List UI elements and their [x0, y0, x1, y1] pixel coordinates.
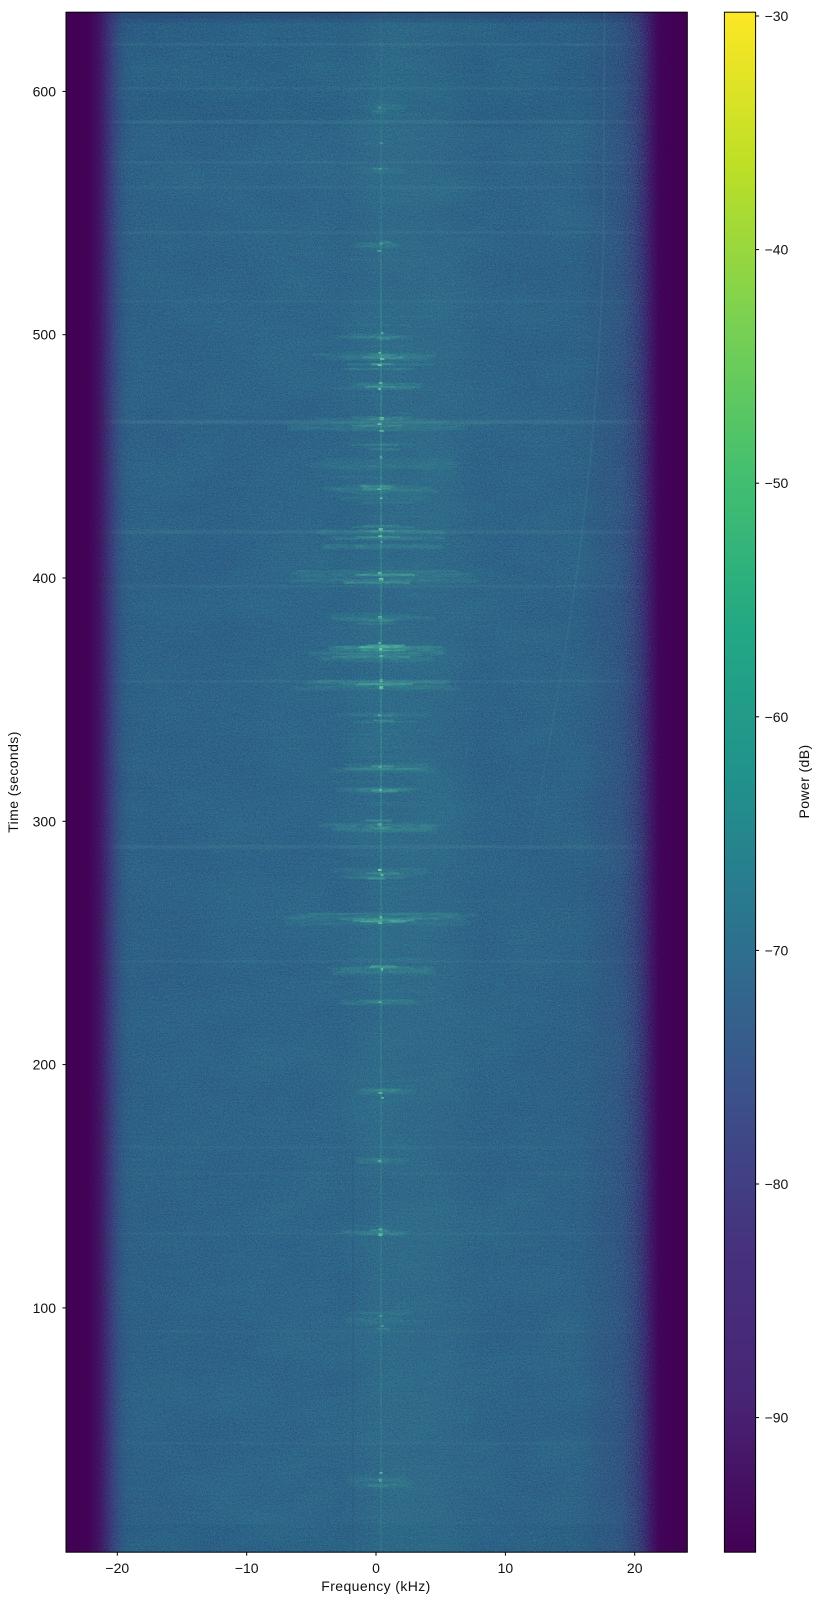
svg-text:−80: −80: [765, 1176, 789, 1192]
svg-text:300: 300: [33, 813, 57, 829]
svg-text:500: 500: [33, 327, 57, 343]
svg-text:200: 200: [33, 1057, 57, 1073]
svg-text:400: 400: [33, 570, 57, 586]
svg-text:Frequency (kHz): Frequency (kHz): [321, 1578, 430, 1594]
svg-text:−70: −70: [765, 942, 789, 958]
svg-text:−90: −90: [765, 1410, 789, 1426]
svg-text:Power (dB): Power (dB): [796, 744, 812, 818]
svg-text:−30: −30: [765, 8, 789, 24]
svg-text:Time (seconds): Time (seconds): [5, 731, 21, 833]
svg-text:20: 20: [627, 1560, 643, 1576]
svg-text:100: 100: [33, 1300, 57, 1316]
svg-text:600: 600: [33, 83, 57, 99]
svg-text:−60: −60: [765, 709, 789, 725]
svg-text:−10: −10: [235, 1560, 259, 1576]
svg-text:−20: −20: [105, 1560, 129, 1576]
svg-text:0: 0: [372, 1560, 380, 1576]
svg-text:−40: −40: [765, 242, 789, 258]
svg-text:−50: −50: [765, 475, 789, 491]
svg-text:10: 10: [498, 1560, 514, 1576]
